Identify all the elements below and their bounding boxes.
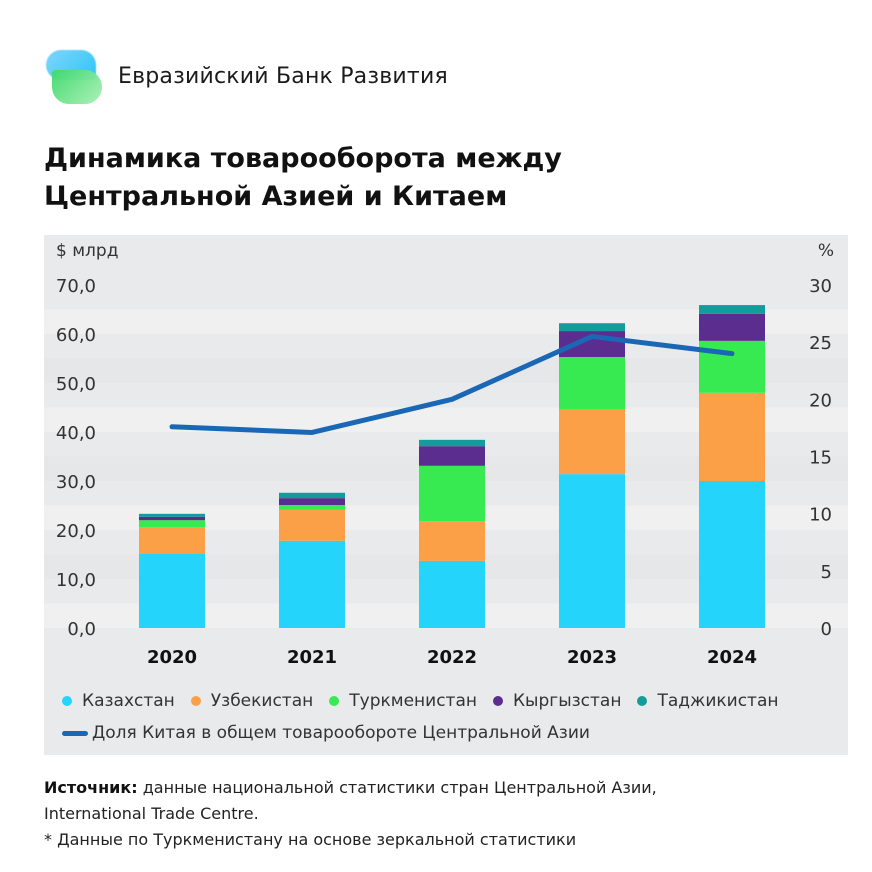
y-tick-left: 10,0 [56,570,96,591]
bar-segment [419,560,485,628]
bar-segment [279,540,345,628]
brand-name: Евразийский Банк Развития [118,63,448,89]
source-label: Источник: [44,778,138,797]
legend: Казахстан Узбекистан Туркменистан Кыргызста… [62,685,794,749]
bar-segment [699,481,765,628]
header: Евразийский Банк Развития [44,48,448,104]
title-line-2: Центральной Азией и Китаем [44,181,508,212]
legend-label: Туркменистан [349,691,477,711]
line-swatch-icon [62,730,88,736]
legend-dot-icon [329,696,340,706]
bar-segment [139,513,205,517]
y-tick-left: 30,0 [56,472,96,493]
legend-label: Узбекистан [210,691,314,711]
legend-line-row: Доля Китая в общем товарообороте Централ… [62,717,794,749]
source-note: * Данные по Туркменистану на основе зерк… [44,830,577,849]
bar-segment [139,520,205,528]
bar-segment [559,474,625,628]
y-tick-left: 0,0 [67,619,96,640]
title-line-1: Динамика товарооборота между [44,143,562,174]
bar-segment [419,446,485,466]
x-tick-label: 2023 [567,647,617,668]
y-tick-left: 60,0 [56,325,96,346]
bar-segment [139,527,205,555]
y-tick-left: 50,0 [56,374,96,395]
y-tick-right: 25 [809,333,832,354]
bar-segment [279,498,345,506]
bar-segment [559,323,625,332]
legend-item: Казахстан [62,691,175,711]
legend-series-row: Казахстан Узбекистан Туркменистан Кыргызста… [62,685,794,717]
chart-panel: 0,0 10,0 20,0 30,0 40,0 50,0 60,0 70,0 0 5 10 15 20 2… [44,235,848,755]
bar-segment [279,509,345,541]
source-notes: Источник: данные национальной статистики… [44,775,657,853]
legend-dot-icon [637,696,648,706]
y-axis-left-label: $ млрд [56,241,119,261]
y-axis-right-label: % [817,241,834,261]
bar-segment [419,465,485,522]
source-line-1: Источник: данные национальной статистики… [44,775,657,801]
y-tick-right: 30 [809,276,832,297]
y-tick-right: 15 [809,448,832,469]
legend-line-label: Доля Китая в общем товарообороте Централ… [92,723,590,743]
source-text-1: данные национальной статистики стран Цен… [137,778,657,797]
y-tick-right: 5 [821,562,832,583]
source-line-2: International Trade Centre. [44,804,259,823]
y-tick-left: 70,0 [56,276,96,297]
legend-item: Кыргызстан [492,691,622,711]
x-tick-label: 2021 [287,647,337,668]
y-tick-right: 0 [821,619,832,640]
bar-segment [699,392,765,481]
y-tick-right: 10 [809,505,832,526]
bar-segment [139,554,205,628]
legend-label: Таджикистан [657,691,779,711]
y-tick-left: 20,0 [56,521,96,542]
bar-segment [699,305,765,314]
y-tick-left: 40,0 [56,423,96,444]
bar-segment [699,313,765,341]
bar-segment [279,505,345,510]
page-title: Динамика товарооборота между Центральной… [44,140,562,216]
legend-item-line: Доля Китая в общем товарообороте Централ… [62,723,590,743]
legend-item: Узбекистан [190,691,314,711]
legend-label: Кыргызстан [512,691,622,711]
x-tick-label: 2020 [147,647,197,668]
legend-item: Таджикистан [637,691,778,711]
legend-dot-icon [190,696,201,706]
eabr-logo-icon [44,46,104,106]
x-tick-label: 2022 [427,647,477,668]
bar-segment [139,516,205,521]
bar-segment [419,521,485,561]
bar-segment [559,408,625,475]
bar-segment [279,492,345,499]
legend-label: Казахстан [82,691,175,711]
legend-item: Туркменистан [329,691,477,711]
legend-dot-icon [62,696,72,706]
bar-segment [559,357,625,409]
y-tick-right: 20 [809,390,832,411]
chart-svg: 0,010,020,030,040,050,060,070,0051015202… [44,276,848,668]
x-tick-label: 2024 [707,647,757,668]
legend-dot-icon [492,696,503,706]
bar-segment [419,439,485,447]
